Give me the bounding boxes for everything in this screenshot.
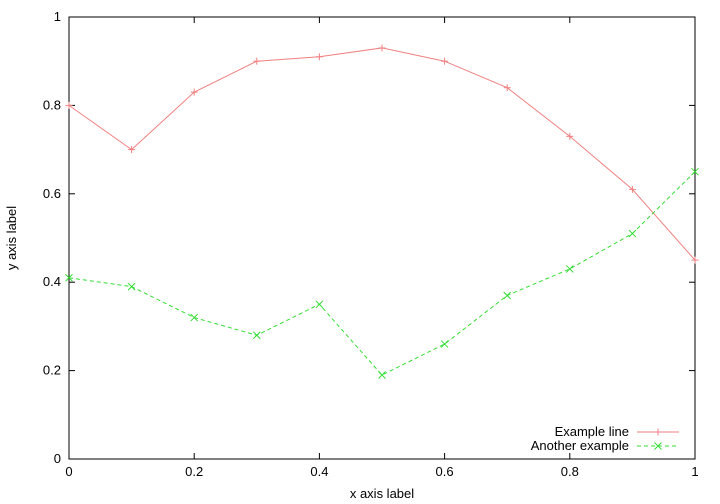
x-tick-label: 0.4 — [310, 464, 328, 479]
data-point-marker — [628, 229, 637, 238]
data-point-marker — [503, 291, 512, 300]
y-tick-label: 0 — [54, 451, 61, 466]
data-point-marker — [440, 340, 449, 348]
x-axis-title: x axis label — [350, 486, 414, 501]
y-tick-label: 0.4 — [43, 274, 61, 289]
data-point-marker — [315, 300, 324, 309]
y-tick-label: 0.2 — [43, 363, 61, 378]
y-tick-label: 1 — [54, 9, 61, 24]
data-point-marker — [691, 167, 699, 176]
x-tick-label: 0 — [65, 464, 72, 479]
y-tick-label: 0.6 — [43, 186, 61, 201]
data-point-marker — [654, 442, 662, 450]
y-axis-title: y axis label — [4, 206, 19, 270]
series-line — [68, 171, 696, 376]
series-1 — [65, 167, 699, 379]
y-tick-label: 0.8 — [43, 97, 61, 112]
data-point-marker — [252, 331, 261, 340]
data-point-marker — [378, 371, 386, 379]
data-point-marker — [565, 265, 574, 273]
x-tick-label: 0.6 — [436, 464, 454, 479]
x-tick-label: 0.2 — [185, 464, 203, 479]
x-tick-label: 0.8 — [561, 464, 579, 479]
plot-frame — [68, 16, 696, 460]
legend-label: Example line — [555, 424, 629, 439]
series-layer — [65, 44, 699, 379]
axis-ticks: 0 0.2 0.4 0.6 0.8 1 0 0.2 0.4 0.6 0.8 1 — [43, 9, 699, 479]
series-0 — [65, 44, 699, 264]
legend-label: Another example — [531, 438, 629, 453]
data-point-marker — [65, 273, 73, 282]
data-point-marker — [127, 282, 136, 291]
series-line — [68, 47, 696, 261]
x-tick-label: 1 — [691, 464, 698, 479]
data-point-marker — [190, 313, 199, 322]
